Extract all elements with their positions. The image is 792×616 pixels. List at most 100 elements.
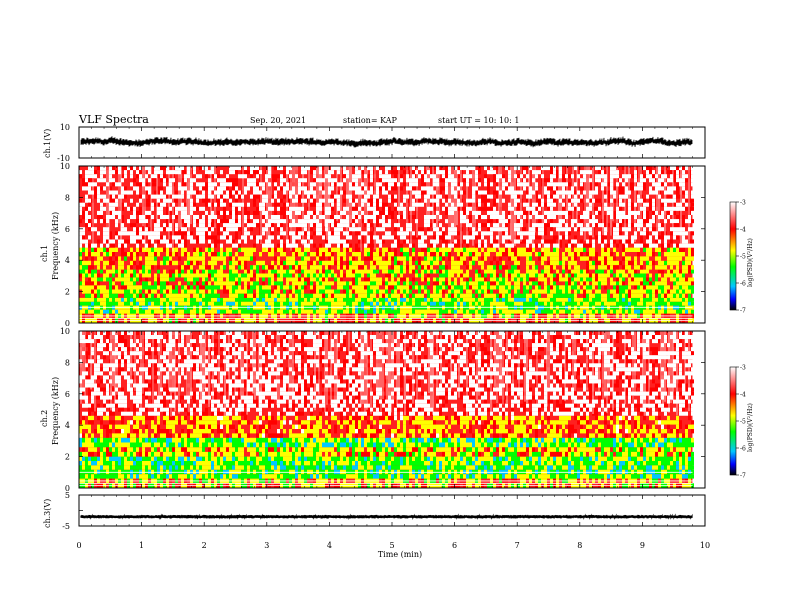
spectrogram-cell <box>358 215 361 220</box>
spectrogram-cell <box>271 174 274 179</box>
spectrogram-cell <box>295 260 298 266</box>
spectrogram-cell <box>343 297 346 302</box>
spectrogram-cell <box>679 293 682 298</box>
spectrogram-cell <box>397 239 400 244</box>
spectrogram-cell <box>187 260 190 266</box>
spectrogram-cell <box>94 277 97 282</box>
spectrogram-cell <box>583 293 586 298</box>
spectrogram-cell <box>298 219 301 224</box>
spectrogram-cell <box>523 297 526 302</box>
spectrogram-cell <box>574 260 577 266</box>
spectrogram-cell <box>397 260 400 266</box>
spectrogram-cell <box>628 281 631 286</box>
spectrogram-cell <box>226 227 229 232</box>
spectrogram-cell <box>418 285 421 290</box>
spectrogram-cell <box>454 277 457 282</box>
spectrogram-cell <box>388 206 391 211</box>
spectrogram-cell <box>124 256 127 261</box>
spectrogram-cell <box>583 277 586 282</box>
spectrogram-cell <box>139 174 142 179</box>
spectrogram-cell <box>385 231 388 236</box>
spectrogram-cell <box>541 260 544 266</box>
spectrogram-cell <box>214 301 217 306</box>
spectrogram-cell <box>262 269 265 274</box>
spectrogram-cell <box>595 260 598 266</box>
spectrogram-cell <box>421 309 424 314</box>
spectrogram-cell <box>139 182 142 187</box>
spectrogram-cell <box>259 186 262 191</box>
spectrogram-cell <box>178 198 181 203</box>
spectrogram-cell <box>217 210 220 215</box>
spectrogram-cell <box>121 289 124 294</box>
spectrogram-cell <box>496 178 499 183</box>
spectrogram-cell <box>448 182 451 187</box>
spectrogram-cell <box>598 293 601 298</box>
spectrogram-cell <box>223 223 226 228</box>
spectrogram-cell <box>112 252 115 257</box>
spectrogram-cell <box>151 256 154 261</box>
spectrogram-cell <box>259 285 262 290</box>
spectrogram-cell <box>148 243 151 248</box>
spectrogram-cell <box>658 273 661 278</box>
spectrogram-cell <box>526 231 529 236</box>
spectrogram-cell <box>280 182 283 187</box>
spectrogram-cell <box>304 269 307 274</box>
spectrogram-cell <box>625 293 628 298</box>
spectrogram-cell <box>190 289 193 294</box>
spectrogram-cell <box>325 235 328 240</box>
spectrogram-cell <box>583 247 586 252</box>
spectrogram-cell <box>337 198 340 203</box>
spectrogram-cell <box>658 297 661 302</box>
spectrogram-cell <box>307 301 310 306</box>
spectrogram-cell <box>214 215 217 220</box>
spectrogram-cell <box>466 247 469 252</box>
spectrogram-cell <box>535 235 538 240</box>
spectrogram-cell <box>337 239 340 244</box>
spectrogram-cell <box>535 265 538 270</box>
spectrogram-cell <box>388 252 391 257</box>
spectrogram-cell <box>439 252 442 257</box>
spectrogram-cell <box>115 269 118 274</box>
spectrogram-cell <box>196 277 199 282</box>
spectrogram-cell <box>655 273 658 278</box>
spectrogram-cell <box>478 260 481 266</box>
spectrogram-cell <box>184 277 187 282</box>
spectrogram-cell <box>367 235 370 240</box>
spectrogram-cell <box>271 252 274 257</box>
spectrogram-cell <box>79 235 82 240</box>
spectrogram-cell <box>208 269 211 274</box>
spectrogram-cell <box>325 219 328 224</box>
spectrogram-cell <box>205 297 208 302</box>
spectrogram-cell <box>91 265 94 270</box>
spectrogram-cell <box>454 289 457 294</box>
spectrogram-cell <box>367 194 370 199</box>
spectrogram-cell <box>79 285 82 290</box>
spectrogram-cell <box>529 309 532 314</box>
spectrogram-cell <box>184 297 187 302</box>
spectrogram-cell <box>451 239 454 244</box>
spectrogram-cell <box>460 277 463 282</box>
spectrogram-cell <box>187 215 190 220</box>
spectrogram-cell <box>514 210 517 215</box>
spectrogram-cell <box>382 293 385 298</box>
spectrogram-cell <box>397 206 400 211</box>
spectrogram-cell <box>166 223 169 228</box>
spectrogram-cell <box>397 210 400 215</box>
spectrogram-cell <box>193 219 196 224</box>
spectrogram-cell <box>484 239 487 244</box>
spectrogram-cell <box>154 194 157 199</box>
spectrogram-cell <box>490 227 493 232</box>
spectrogram-cell <box>175 309 178 314</box>
spectrogram-cell <box>199 186 202 191</box>
spectrogram-cell <box>541 277 544 282</box>
spectrogram-cell <box>514 166 517 171</box>
spectrogram-cell <box>343 190 346 195</box>
spectrogram-cell <box>217 269 220 274</box>
spectrogram-cell <box>475 277 478 282</box>
spectrogram-cell <box>112 182 115 187</box>
spectrogram-cell <box>223 186 226 191</box>
spectrogram-cell <box>430 174 433 179</box>
spectrogram-cell <box>355 186 358 191</box>
spectrogram-cell <box>169 206 172 211</box>
spectrogram-cell <box>409 170 412 175</box>
